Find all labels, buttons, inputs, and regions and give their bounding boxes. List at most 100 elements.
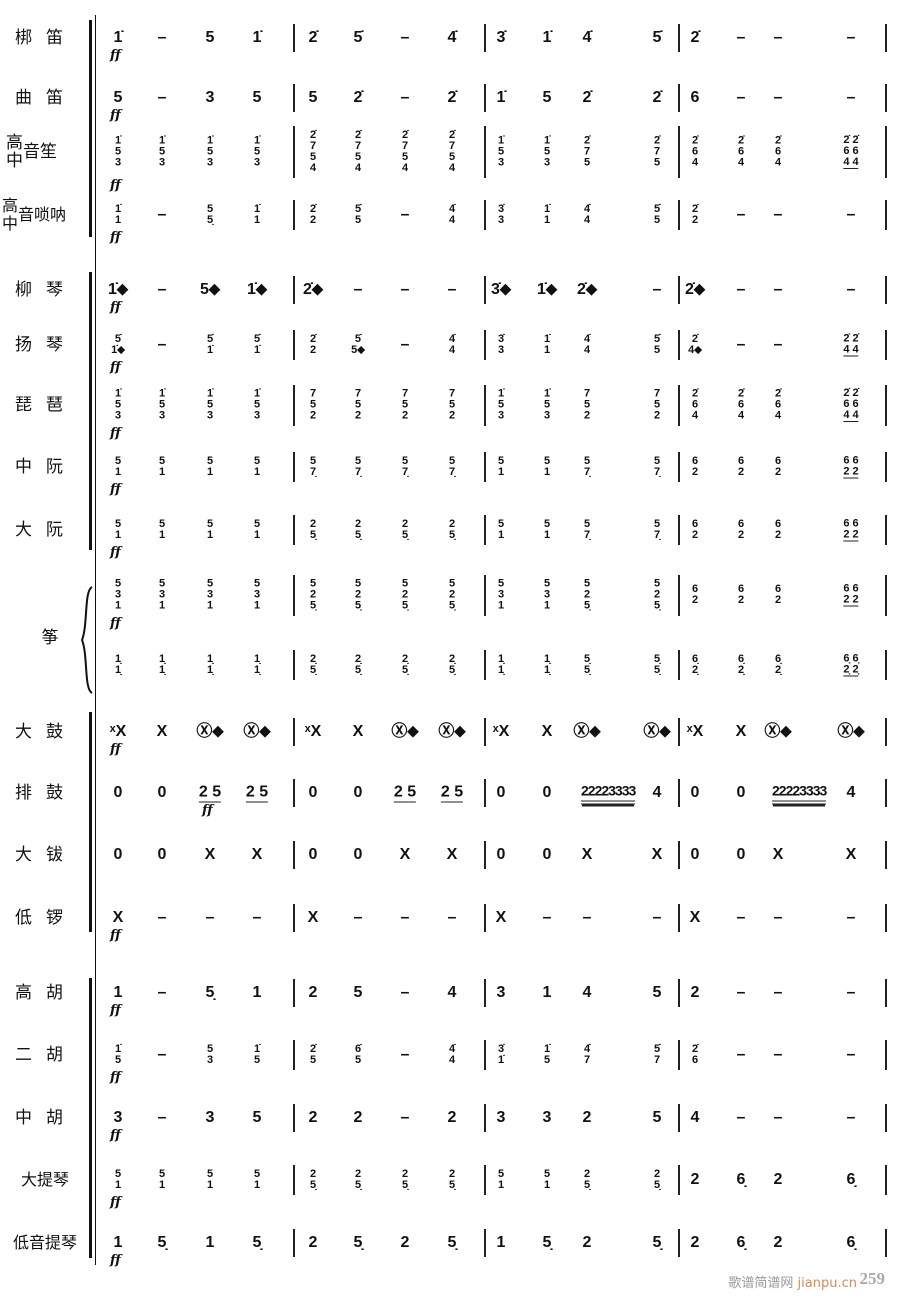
barline bbox=[293, 515, 295, 545]
note-beat: 1̇ 5 3 bbox=[497, 134, 505, 169]
dynamic-ff: ff bbox=[110, 927, 121, 943]
note-beat: 3 bbox=[205, 1109, 215, 1126]
note-beat: 0 bbox=[496, 846, 506, 863]
note-beat: 3̇ 3 bbox=[497, 333, 505, 356]
note-beat: 2̇ 7 5 bbox=[653, 134, 661, 169]
note-beat: Ⓧ⬥ bbox=[243, 723, 271, 740]
note-beat: 6̇ 5 bbox=[354, 1043, 362, 1066]
note-beat: 1̇⬥ bbox=[246, 281, 268, 298]
note-beat: 5 2 5̣ bbox=[309, 577, 317, 612]
barline bbox=[678, 979, 680, 1007]
barline bbox=[484, 650, 486, 680]
note-beat: Ⓧ⬥ bbox=[196, 723, 224, 740]
barline bbox=[885, 200, 887, 230]
note-beat: X bbox=[156, 723, 168, 740]
note-beat: 5 2 5̣ bbox=[653, 577, 661, 612]
dynamic-ff: ff bbox=[202, 802, 213, 818]
barline bbox=[678, 24, 680, 52]
note-beat: 0 bbox=[690, 846, 700, 863]
barline bbox=[484, 841, 486, 869]
barline bbox=[885, 24, 887, 52]
barline bbox=[678, 904, 680, 932]
dynamic-ff: ff bbox=[110, 1127, 121, 1143]
zheng-label: 筝 bbox=[41, 628, 59, 648]
barline bbox=[484, 718, 486, 746]
watermark-site: 歌谱简谱网 bbox=[728, 1276, 794, 1291]
note-beat: 1̇ 5 3 bbox=[543, 134, 551, 169]
note-beat: 2 5 bbox=[198, 783, 222, 803]
barline bbox=[885, 126, 887, 178]
note-beat: 1̇ 5 bbox=[114, 1043, 122, 1066]
note-beat: 5 bbox=[205, 29, 215, 46]
note-beat: – bbox=[846, 281, 856, 298]
note-beat: 4 bbox=[690, 1109, 700, 1126]
barline bbox=[293, 276, 295, 304]
note-beat: ˣX bbox=[492, 723, 510, 740]
note-beat: 2̇⬥ bbox=[302, 281, 324, 298]
note-beat: 1̇ 5 bbox=[253, 1043, 261, 1066]
note-beat: 5̣ bbox=[652, 1234, 662, 1251]
note-beat: 2 5̣ bbox=[448, 518, 456, 541]
note-beat: 2 bbox=[353, 1109, 363, 1126]
note-beat: 0 bbox=[496, 784, 506, 801]
dynamic-ff: ff bbox=[110, 47, 121, 63]
note-beat: X bbox=[399, 846, 411, 863]
barline bbox=[293, 84, 295, 112]
note-beat: – bbox=[542, 909, 552, 926]
note-beat: 2 5̣ bbox=[309, 1168, 317, 1191]
note-beat: 1̇ 5 3 bbox=[497, 387, 505, 422]
note-beat: 2̇ 7 5 4 bbox=[401, 129, 409, 174]
page-number: 259 bbox=[859, 1269, 886, 1288]
dynamic-ff: ff bbox=[110, 1002, 121, 1018]
note-beat: 5̣ bbox=[157, 1234, 167, 1251]
note-beat: 2 5̣ bbox=[583, 1168, 591, 1191]
dynamic-ff: ff bbox=[110, 1195, 121, 1210]
note-beat: 5̇ 5⬥ bbox=[351, 333, 365, 356]
note-beat: 2̇ 2 bbox=[691, 203, 699, 226]
note-beat: 2̇ 2 bbox=[309, 203, 317, 226]
note-beat: 0 bbox=[353, 784, 363, 801]
note-beat: 5̇ 1̇ bbox=[206, 333, 214, 356]
note-beat: 4 bbox=[447, 984, 457, 1001]
note-beat: 6̣ bbox=[736, 1234, 746, 1251]
dynamic-ff: ff bbox=[110, 545, 121, 560]
label-stack: 高中 bbox=[2, 196, 19, 233]
barline bbox=[885, 330, 887, 360]
note-beat: X bbox=[307, 909, 319, 926]
note-beat: 2̇ bbox=[308, 29, 318, 46]
barline bbox=[484, 200, 486, 230]
note-beat: – bbox=[773, 89, 783, 106]
label-rest: 音笙 bbox=[23, 142, 57, 162]
note-beat: 2̇⬥ bbox=[684, 281, 706, 298]
note-beat: – bbox=[447, 909, 457, 926]
barline bbox=[678, 126, 680, 178]
note-beat: 1̣ 1̣ bbox=[543, 653, 551, 676]
note-beat: 1̣ 1̣ bbox=[497, 653, 505, 676]
note-beat: 5̣ bbox=[353, 1234, 363, 1251]
instrument-label: 大钹 bbox=[15, 845, 77, 865]
note-beat: 1̇ 1 bbox=[543, 333, 551, 356]
note-beat: 3̇⬥ bbox=[490, 281, 512, 298]
note-beat: – bbox=[157, 1046, 167, 1063]
note-beat: 1 bbox=[496, 1234, 506, 1251]
note-beat: 2 bbox=[690, 984, 700, 1001]
note-beat: 1̇⬥ bbox=[107, 281, 129, 298]
note-beat: – bbox=[736, 1109, 746, 1126]
note-beat: 2̇ 6 4 bbox=[774, 134, 782, 169]
barline bbox=[885, 84, 887, 112]
instrument-label: 曲笛 bbox=[15, 88, 77, 108]
barline bbox=[484, 276, 486, 304]
